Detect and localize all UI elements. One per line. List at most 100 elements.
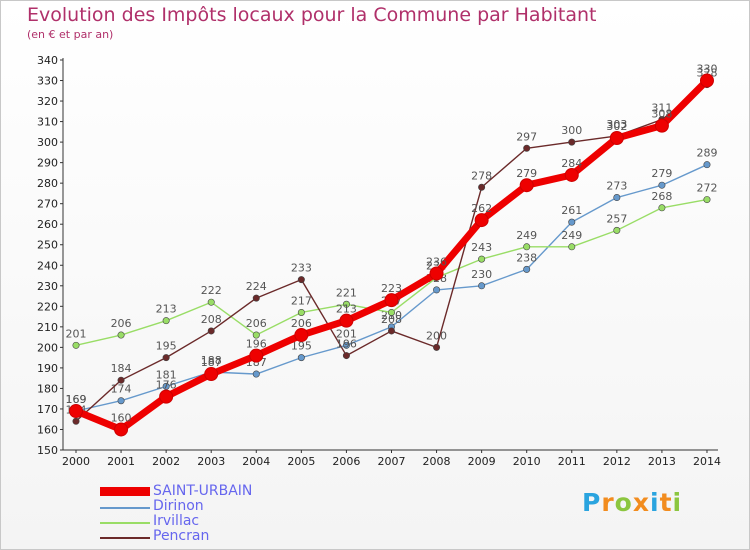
data-label-dirinon: 230 bbox=[471, 268, 492, 281]
data-point-dirinon bbox=[523, 265, 531, 273]
legend-swatch-saint-urbain bbox=[100, 487, 150, 496]
data-point-saint-urbain bbox=[294, 328, 309, 343]
y-tick-label: 200 bbox=[37, 341, 58, 354]
y-tick-label: 220 bbox=[37, 300, 58, 313]
data-point-dirinon bbox=[568, 218, 576, 226]
data-point-dirinon bbox=[162, 382, 170, 390]
data-label-pencran: 196 bbox=[336, 338, 357, 351]
y-tick-label: 280 bbox=[37, 177, 58, 190]
x-tick-label: 2004 bbox=[242, 455, 270, 468]
legend-label-saint-urbain: SAINT-URBAIN bbox=[153, 483, 253, 499]
data-point-irvillac bbox=[162, 317, 170, 325]
data-point-irvillac bbox=[523, 243, 531, 251]
data-point-irvillac bbox=[387, 308, 395, 316]
data-point-saint-urbain bbox=[699, 73, 714, 88]
data-label-pencran: 303 bbox=[606, 118, 627, 131]
data-label-pencran: 208 bbox=[201, 313, 222, 326]
data-point-saint-urbain bbox=[384, 293, 399, 308]
data-point-irvillac bbox=[342, 300, 350, 308]
data-label-saint-urbain: 284 bbox=[561, 157, 582, 170]
data-label-saint-urbain: 279 bbox=[516, 167, 537, 180]
logo-letter: i bbox=[650, 488, 660, 517]
data-point-irvillac bbox=[117, 331, 125, 339]
data-label-pencran: 195 bbox=[156, 340, 177, 353]
y-tick-label: 320 bbox=[37, 95, 58, 108]
data-label-dirinon: 273 bbox=[606, 180, 627, 193]
data-point-saint-urbain bbox=[114, 422, 129, 437]
data-point-pencran bbox=[207, 327, 215, 335]
chart-subtitle: (en € et par an) bbox=[27, 28, 114, 41]
data-label-dirinon: 169 bbox=[66, 393, 87, 406]
x-tick-label: 2012 bbox=[603, 455, 631, 468]
data-point-saint-urbain bbox=[159, 389, 174, 404]
data-label-saint-urbain: 308 bbox=[651, 108, 672, 121]
data-label-saint-urbain: 169 bbox=[66, 393, 87, 406]
data-point-pencran bbox=[252, 294, 260, 302]
legend-label-irvillac: Irvillac bbox=[153, 513, 200, 529]
data-label-irvillac: 217 bbox=[291, 294, 312, 307]
data-label-saint-urbain: 302 bbox=[606, 120, 627, 133]
data-point-pencran bbox=[387, 327, 395, 335]
data-label-dirinon: 261 bbox=[561, 204, 582, 217]
data-label-irvillac: 206 bbox=[111, 317, 132, 330]
x-tick-label: 2008 bbox=[423, 455, 451, 468]
x-tick-label: 2009 bbox=[468, 455, 496, 468]
y-tick-label: 160 bbox=[37, 423, 58, 436]
data-point-irvillac bbox=[207, 298, 215, 306]
x-tick-label: 2005 bbox=[287, 455, 315, 468]
data-point-saint-urbain bbox=[564, 167, 579, 182]
data-label-irvillac: 222 bbox=[201, 284, 222, 297]
y-tick-label: 210 bbox=[37, 321, 58, 334]
y-tick-label: 260 bbox=[37, 218, 58, 231]
data-label-dirinon: 195 bbox=[291, 340, 312, 353]
data-point-saint-urbain bbox=[429, 266, 444, 281]
data-label-pencran: 297 bbox=[516, 130, 537, 143]
y-tick-label: 170 bbox=[37, 403, 58, 416]
data-point-saint-urbain bbox=[339, 313, 354, 328]
data-label-pencran: 311 bbox=[651, 102, 672, 115]
data-point-dirinon bbox=[252, 370, 260, 378]
data-point-saint-urbain bbox=[519, 178, 534, 193]
data-label-dirinon: 238 bbox=[516, 251, 537, 264]
data-label-dirinon: 181 bbox=[156, 368, 177, 381]
x-tick-label: 2001 bbox=[107, 455, 135, 468]
data-point-irvillac bbox=[703, 196, 711, 204]
y-tick-label: 180 bbox=[37, 382, 58, 395]
data-point-saint-urbain bbox=[474, 213, 489, 228]
x-tick-label: 2007 bbox=[377, 455, 405, 468]
data-label-pencran: 233 bbox=[291, 262, 312, 275]
data-point-saint-urbain bbox=[69, 404, 83, 418]
data-label-irvillac: 243 bbox=[471, 241, 492, 254]
data-label-saint-urbain: 206 bbox=[291, 317, 312, 330]
legend-swatch-pencran bbox=[100, 537, 150, 539]
data-point-irvillac bbox=[658, 204, 666, 212]
data-label-dirinon: 201 bbox=[336, 327, 357, 340]
logo-letter: x bbox=[632, 488, 650, 517]
x-tick-label: 2011 bbox=[558, 455, 586, 468]
data-point-pencran bbox=[478, 183, 486, 191]
data-label-dirinon: 289 bbox=[696, 147, 717, 160]
x-tick-label: 2013 bbox=[648, 455, 676, 468]
x-tick-label: 2000 bbox=[62, 455, 90, 468]
data-label-dirinon: 279 bbox=[651, 167, 672, 180]
data-point-pencran bbox=[568, 138, 576, 146]
data-point-saint-urbain bbox=[609, 131, 624, 145]
logo-letter: t bbox=[659, 488, 673, 517]
logo-letter: o bbox=[614, 488, 633, 517]
legend-label-pencran: Pencran bbox=[153, 528, 210, 544]
data-label-pencran: 200 bbox=[426, 329, 447, 342]
data-label-saint-urbain: 160 bbox=[111, 411, 132, 424]
data-point-dirinon bbox=[658, 181, 666, 189]
data-label-pencran: 278 bbox=[471, 169, 492, 182]
x-tick-label: 2006 bbox=[332, 455, 360, 468]
data-label-irvillac: 249 bbox=[561, 229, 582, 242]
data-point-dirinon bbox=[342, 341, 350, 349]
data-label-saint-urbain: 187 bbox=[201, 356, 222, 369]
x-tick-label: 2014 bbox=[693, 455, 721, 468]
data-label-saint-urbain: 330 bbox=[696, 63, 717, 76]
data-label-saint-urbain: 236 bbox=[426, 255, 447, 268]
data-point-saint-urbain bbox=[204, 367, 219, 382]
data-label-saint-urbain: 176 bbox=[156, 379, 177, 392]
data-label-irvillac: 249 bbox=[516, 229, 537, 242]
data-point-pencran bbox=[162, 354, 170, 362]
